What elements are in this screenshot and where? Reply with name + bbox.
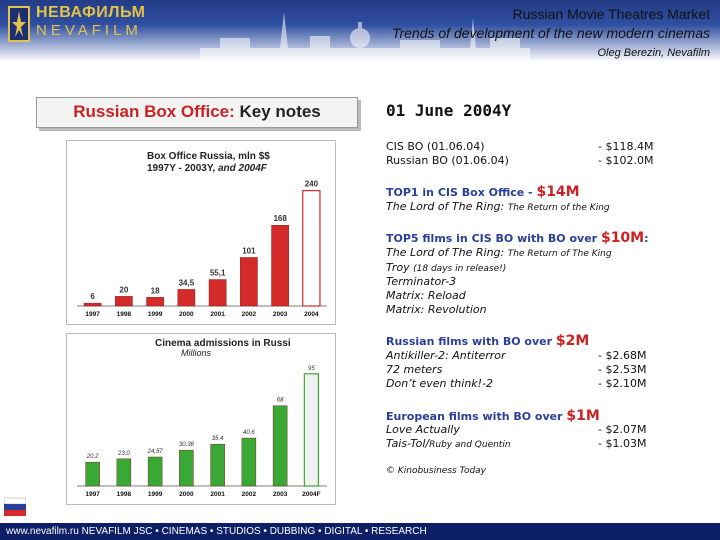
chart2-bar-2000 [179, 449, 194, 487]
chart2-bar-1997 [85, 461, 100, 487]
chart2-value-label-1997: 20,2 [86, 454, 99, 460]
chart1-title: Box Office Russia, mln $$ [147, 151, 270, 162]
city-skyline-graphic [200, 12, 530, 62]
footer-bar: www.nevafilm.ru NEVAFILM JSC • CINEMAS •… [0, 523, 720, 540]
cis-bo-value: - $118.4M [598, 140, 654, 153]
chart2-value-label-2003: 68 [277, 398, 284, 404]
key-notes-part1: Russian Box Office: [73, 102, 235, 121]
chart2-value-label-1999: 24,57 [147, 449, 164, 455]
header-author: Oleg Berezin, Nevafilm [597, 47, 711, 59]
chart2-tick-label-1997: 1997 [85, 491, 100, 498]
chart1-bar-2004 [302, 190, 321, 307]
header-banner: НЕВАФИЛЬМ NEVAFILM Russian Movie Theatre… [0, 0, 720, 62]
european-film-2-value: - $1.03M [598, 437, 647, 450]
rus-bo-label: Russian BO (01.06.04) [386, 154, 509, 167]
top5-film-3: Terminator-3 [386, 275, 457, 288]
chart2-bar-1998 [116, 458, 132, 487]
box-office-chart: Box Office Russia, mln $$ 1997Y - 2003Y,… [66, 140, 336, 325]
chart1-value-label-1998: 20 [119, 285, 128, 294]
report-date: 01 June 2004Y [386, 101, 512, 120]
chart2-tick-label-2000: 2000 [179, 491, 194, 498]
top5-film-1: The Lord of The Ring: The Return of The … [386, 246, 612, 259]
chart1-tick-label-2003: 2003 [273, 311, 288, 318]
chart1-bar-1998 [115, 296, 133, 307]
european-film-1-value: - $2.07M [598, 423, 647, 436]
chart2-value-label-2004F: 95 [308, 366, 315, 372]
european-films-heading: European films with BO over $1M [386, 408, 600, 424]
rus-bo-value: - $102.0M [598, 154, 654, 167]
chart1-bar-1997 [83, 302, 102, 307]
chart2-title: Cinema admissions in Russi [155, 338, 291, 349]
top5-film-2: Troy (18 days in release!) [386, 261, 507, 274]
header-title: Russian Movie Theatres Market [512, 6, 710, 22]
header-subtitle: Trends of development of the new modern … [391, 25, 710, 41]
chart2-value-label-2001: 35,4 [212, 436, 224, 442]
european-film-2: Tais-Tol/Ruby and Quentin [386, 437, 511, 450]
chart2-bar-2003 [272, 405, 288, 487]
chart1-bar-2003 [271, 225, 289, 307]
box-office-chart-svg: Box Office Russia, mln $$ 1997Y - 2003Y,… [77, 151, 327, 318]
russian-film-1-value: - $2.68M [598, 349, 647, 362]
nevafilm-logo-emblem [8, 6, 30, 42]
chart2-bar-1999 [147, 456, 163, 487]
chart1-tick-label-1999: 1999 [148, 311, 163, 318]
chart1-bar-1999 [146, 297, 164, 307]
chart1-value-label-2003: 168 [273, 214, 287, 223]
chart2-bar-2004F [303, 373, 320, 487]
chart1-value-label-2000: 34,5 [179, 278, 195, 287]
chart1-value-label-2004: 240 [305, 180, 319, 189]
chart2-tick-label-2004F: 2004F [302, 491, 320, 498]
chart1-value-label-2002: 101 [242, 246, 256, 255]
chart1-tick-label-1997: 1997 [85, 311, 100, 318]
footer-text: www.nevafilm.ru NEVAFILM JSC • CINEMAS •… [6, 526, 427, 537]
russian-films-heading: Russian films with BO over $2M [386, 333, 590, 349]
top5-heading: TOP5 films in CIS BO with BO over $10M: [386, 230, 649, 246]
top5-film-5: Matrix: Revolution [386, 303, 487, 316]
cinema-admissions-chart: Cinema admissions in Russi Millions 20,2… [66, 333, 336, 505]
chart1-value-label-1999: 18 [151, 286, 160, 295]
european-film-1: Love Actually [386, 423, 460, 436]
chart1-tick-label-1998: 1998 [117, 311, 132, 318]
chart2-tick-label-1999: 1999 [148, 491, 163, 498]
key-notes-title: Russian Box Office: Key notes [36, 97, 358, 128]
russian-film-1: Antikiller-2: Antiterror [386, 349, 506, 362]
russian-film-3-value: - $2.10M [598, 377, 647, 390]
chart2-tick-label-2002: 2002 [242, 491, 257, 498]
source-credit: © Kinobusiness Today [386, 466, 487, 476]
chart2-value-label-1998: 23,0 [117, 451, 130, 457]
chart1-tick-label-2000: 2000 [179, 311, 194, 318]
chart2-tick-label-2001: 2001 [210, 491, 225, 498]
key-notes-part2: Key notes [239, 102, 321, 121]
russian-flag-icon [4, 497, 26, 516]
chart1-bar-2000 [177, 289, 196, 307]
chart1-tick-label-2001: 2001 [210, 311, 225, 318]
russian-film-3: Don’t even think!-2 [386, 377, 494, 390]
top1-heading: TOP1 in CIS Box Office - $14M [386, 184, 580, 200]
chart2-subtitle: Millions [181, 348, 212, 358]
logo-latin: NEVAFILM [36, 22, 142, 39]
cinema-admissions-chart-svg: Cinema admissions in Russi Millions 20,2… [77, 338, 327, 498]
cis-bo-label: CIS BO (01.06.04) [386, 140, 485, 153]
chart1-tick-label-2004: 2004 [304, 311, 319, 318]
chart1-bar-2002 [240, 257, 258, 307]
chart1-tick-label-2002: 2002 [242, 311, 257, 318]
top5-film-4: Matrix: Reload [386, 289, 466, 302]
russian-film-2-value: - $2.53M [598, 363, 647, 376]
chart1-bar-2001 [208, 279, 227, 307]
chart2-tick-label-1998: 1998 [117, 491, 132, 498]
logo-cyrillic: НЕВАФИЛЬМ [36, 4, 146, 21]
chart1-value-label-1997: 6 [90, 292, 95, 301]
chart2-value-label-2000: 30,38 [179, 442, 195, 448]
chart2-tick-label-2003: 2003 [273, 491, 288, 498]
chart2-value-label-2002: 40,6 [243, 430, 255, 436]
chart2-bar-2001 [210, 443, 225, 487]
chart1-subtitle: 1997Y - 2003Y, and 2004F [147, 163, 268, 174]
chart2-bar-2002 [241, 437, 257, 487]
russian-film-2: 72 meters [386, 363, 443, 376]
chart1-value-label-2001: 55,1 [210, 269, 226, 278]
top1-film: The Lord of The Ring: The Return of the … [386, 200, 610, 213]
